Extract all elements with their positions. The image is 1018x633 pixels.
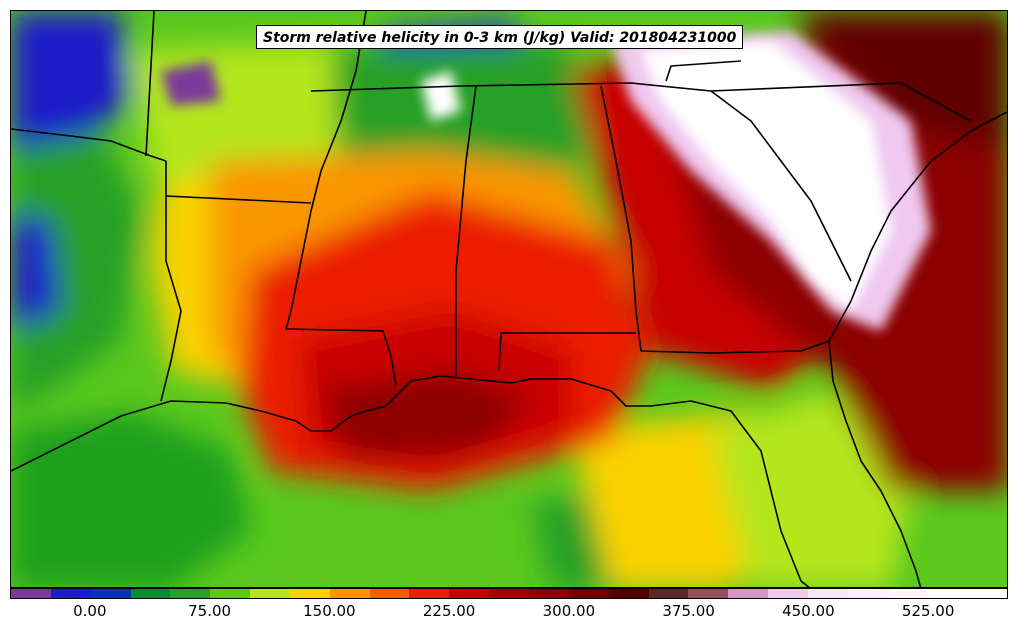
colorbar-segment (11, 589, 51, 598)
colorbar-tick-label: 525.00 (901, 602, 955, 620)
state-line-tn-nc (665, 60, 742, 82)
state-line-ms-al (455, 85, 477, 376)
colorbar-segment (967, 589, 1008, 598)
state-line-mo-ar (310, 82, 972, 122)
colorbar-segment (130, 589, 171, 598)
colorbar-tick-label: 0.00 (73, 602, 107, 620)
state-line-ga-sc (710, 90, 852, 282)
colorbar-segment (329, 589, 370, 598)
state-line-mississippi-river (285, 11, 367, 330)
colorbar-segment (568, 589, 609, 598)
field-region-ne-deep (791, 11, 1007, 151)
map-frame: Storm relative helicity in 0-3 km (J/kg)… (10, 10, 1008, 588)
field-region-purple-nw (161, 61, 221, 106)
helicity-field-high (161, 31, 931, 331)
colorbar-tick-label: 150.00 (303, 602, 356, 620)
colorbar-segment (728, 589, 769, 598)
colorbar-segment (409, 589, 450, 598)
colorbar-segment (289, 589, 330, 598)
colorbar-labels: 0.00 75.00 150.00 225.00 300.00 375.00 450.00 5… (10, 602, 1008, 624)
colorbar (10, 588, 1008, 599)
field-region-gulf-green (11, 411, 251, 587)
state-line-ok-tx (11, 128, 167, 162)
colorbar-segment (489, 589, 529, 598)
state-line-al-ga (600, 85, 642, 352)
field-region-white-band (641, 41, 891, 311)
colorbar-segment (807, 589, 848, 598)
state-line-ga-fl (640, 340, 830, 354)
helicity-map (11, 11, 1007, 587)
colorbar-segment (90, 589, 131, 598)
colorbar-segment (887, 589, 928, 598)
field-region-white-north (421, 71, 461, 121)
colorbar-segment (369, 589, 410, 598)
coastline-florida-east (828, 340, 922, 587)
field-region-lime-se (711, 391, 911, 587)
colorbar-segment (688, 589, 729, 598)
colorbar-segment (50, 589, 91, 598)
coastline-gulf (11, 375, 810, 587)
colorbar-segment (768, 589, 808, 598)
colorbar-segment (250, 589, 290, 598)
map-title: Storm relative helicity in 0-3 km (J/kg)… (256, 25, 744, 49)
field-region-west-blue (11, 11, 131, 171)
colorbar-segment (170, 589, 211, 598)
colorbar-tick-label: 375.00 (662, 602, 715, 620)
state-line-la-ms (285, 328, 397, 387)
colorbar-tick-label: 225.00 (422, 602, 476, 620)
colorbar-segment (648, 589, 689, 598)
state-line-ar-la (165, 195, 312, 204)
state-line-ok-ar (145, 11, 155, 157)
field-region-maroon-core (321, 371, 531, 461)
colorbar-segment (210, 589, 251, 598)
field-region-west-blue-2 (11, 211, 61, 331)
colorbar-segment (927, 589, 968, 598)
state-line-al-fl (498, 332, 636, 372)
colorbar-tick-label: 300.00 (542, 602, 596, 620)
colorbar-tick-label: 75.00 (188, 602, 232, 620)
colorbar-segment (528, 589, 569, 598)
state-line-tx-la (160, 161, 182, 402)
colorbar-segment (847, 589, 888, 598)
colorbar-segment (608, 589, 649, 598)
boundaries (11, 11, 1007, 587)
field-region-west-green (11, 131, 141, 411)
colorbar-segment (449, 589, 490, 598)
coastline-atlantic (828, 111, 1007, 342)
colorbar-tick-label: 450.00 (782, 602, 835, 620)
